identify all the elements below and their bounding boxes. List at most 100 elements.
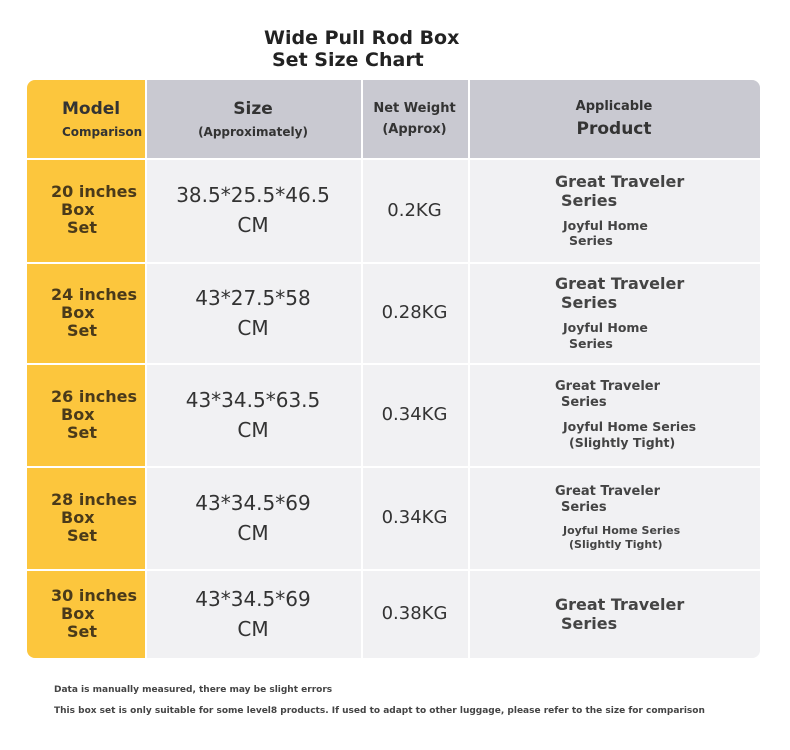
weight-cell: 0.38KG [361,569,468,658]
size-cell: 43*34.5*69 CM [145,569,361,658]
product-text: Great Traveler [555,594,685,614]
weight-cell: 0.34KG [361,466,468,569]
row-divider [27,262,760,264]
product-text: (Slightly Tight) [569,434,676,450]
size-table: Model Comparison Size (Approximately) Net We… [27,80,760,658]
product-cell: Great Traveler Series Joyful Home Series (S… [468,363,760,466]
size-text: 38.5*25.5*46.5 [176,183,330,207]
product-text: Series [561,395,607,410]
size-text: CM [237,315,269,340]
model-cell: 26 inches Box Set [27,363,145,466]
row-divider [27,466,760,468]
header-text: Model [62,98,121,119]
product-text: Series [569,233,613,248]
model-cell: 20 inches Box Set [27,158,145,262]
model-text: Box [61,302,95,322]
column-divider [468,80,470,658]
product-text: Series [561,190,618,210]
weight-text: 0.2KG [387,199,442,221]
size-text: 43*34.5*69 [195,586,311,611]
column-divider [361,80,363,658]
size-cell: 43*34.5*63.5 CM [145,363,361,466]
model-cell: 30 inches Box Set [27,569,145,658]
model-text: Box [61,200,95,219]
weight-cell: 0.28KG [361,262,468,363]
product-text: Series [561,499,607,515]
model-text: Set [67,320,98,340]
model-text: 24 inches [51,284,137,304]
title-line: Set Size Chart [272,49,424,71]
weight-cell: 0.2KG [361,158,468,262]
product-group: Great Traveler Series [555,274,684,312]
header-text: Applicable [575,99,653,114]
model-cell: 28 inches Box Set [27,466,145,569]
size-cell: 38.5*25.5*46.5 CM [145,158,361,262]
product-text: Great Traveler [555,379,661,394]
header-text: (Approx) [382,122,447,137]
model-text: Set [67,422,98,442]
model-text: 28 inches [51,489,137,509]
note: Data is manually measured, there may be … [54,685,333,695]
size-text: CM [237,213,269,237]
model-text: Set [67,525,98,545]
product-group: Joyful Home Series (Slightly Tight) [555,419,696,450]
header-text: Comparison [62,124,143,139]
size-text: CM [237,417,269,442]
row-divider [27,158,760,160]
product-group: Great Traveler Series [555,484,660,516]
product-group: Joyful Home Series [555,218,648,249]
product-text: Series [561,293,618,312]
product-text: Great Traveler [555,483,661,499]
product-group: Great Traveler Series [555,172,684,210]
product-cell: Great Traveler Series Joyful Home Series (S… [468,466,760,569]
size-text: 43*34.5*69 [195,490,311,515]
model-text: Set [67,621,98,641]
header-cell: Applicable Product [468,80,760,158]
model-text: 26 inches [51,386,137,406]
model-cell: 24 inches Box Set [27,262,145,363]
header-text: Size [233,98,273,119]
row-divider [27,569,760,571]
weight-cell: 0.34KG [361,363,468,466]
weight-text: 0.34KG [381,404,448,425]
note: This box set is only suitable for some l… [54,706,705,716]
size-text: 43*34.5*63.5 [185,387,321,412]
product-text: Great Traveler [555,274,685,293]
model-text: 30 inches [51,585,137,605]
header-text: Net Weight [373,101,456,116]
product-group: Great Traveler Series [555,379,660,411]
model-text: Set [67,218,98,237]
weight-text: 0.38KG [381,603,448,624]
header-text: Product [576,119,652,139]
header-cell: Size (Approximately) [145,80,361,158]
product-cell: Great Traveler Series [468,569,760,658]
product-text: Joyful Home [563,320,648,335]
header-cell: Net Weight (Approx) [361,80,468,158]
size-text: CM [237,616,269,641]
product-text: Joyful Home Series [563,419,697,434]
product-group: Joyful Home Series (Slightly Tight) [555,524,680,552]
product-text: Series [569,335,613,351]
size-text: CM [237,520,269,545]
product-text: (Slightly Tight) [569,537,663,551]
size-text: 43*27.5*58 [195,285,311,310]
product-group: Great Traveler Series [555,595,684,633]
product-text: Great Traveler [555,171,685,191]
model-text: Box [61,507,95,527]
product-text: Series [561,613,618,633]
row-divider [27,363,760,365]
model-text: 20 inches [51,182,137,201]
column-divider [145,80,147,658]
weight-text: 0.34KG [381,507,448,528]
header-text: (Approximately) [198,124,308,139]
title-line: Wide Pull Rod Box [264,27,460,49]
size-cell: 43*34.5*69 CM [145,466,361,569]
size-cell: 43*27.5*58 CM [145,262,361,363]
weight-text: 0.28KG [381,302,448,323]
header-cell: Model Comparison [27,80,145,158]
product-text: Joyful Home Series [563,523,681,537]
product-text: Joyful Home [563,217,648,233]
model-text: Box [61,603,95,623]
product-cell: Great Traveler Series Joyful Home Series [468,262,760,363]
